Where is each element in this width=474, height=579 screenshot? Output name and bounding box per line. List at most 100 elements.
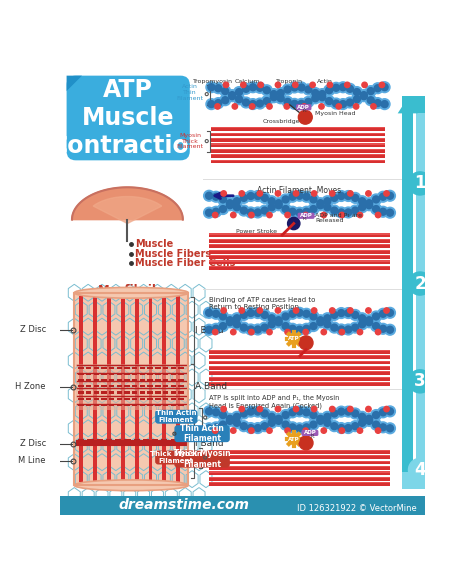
Bar xyxy=(147,404,153,406)
Text: A Band: A Band xyxy=(195,382,228,391)
Bar xyxy=(209,461,390,462)
Bar xyxy=(140,404,145,406)
Circle shape xyxy=(336,207,346,218)
Circle shape xyxy=(329,406,335,412)
Bar xyxy=(209,377,390,378)
Bar xyxy=(209,466,390,470)
Bar xyxy=(209,382,390,386)
Bar xyxy=(209,250,390,254)
Circle shape xyxy=(347,308,353,313)
Circle shape xyxy=(333,85,339,91)
Circle shape xyxy=(301,309,312,319)
Circle shape xyxy=(347,406,353,412)
Circle shape xyxy=(273,200,284,211)
Bar xyxy=(171,379,176,382)
Bar xyxy=(76,364,187,410)
Circle shape xyxy=(303,208,310,215)
Circle shape xyxy=(357,313,367,324)
Circle shape xyxy=(339,84,346,91)
Circle shape xyxy=(234,87,245,97)
Circle shape xyxy=(275,308,281,313)
Circle shape xyxy=(254,193,261,200)
Circle shape xyxy=(231,202,242,212)
Circle shape xyxy=(384,308,389,313)
Circle shape xyxy=(208,101,215,108)
Bar xyxy=(155,367,161,369)
Circle shape xyxy=(299,336,313,350)
Circle shape xyxy=(275,415,282,422)
Circle shape xyxy=(220,86,231,97)
Bar xyxy=(140,379,145,382)
Circle shape xyxy=(367,87,374,94)
Circle shape xyxy=(308,204,319,214)
Circle shape xyxy=(310,323,317,329)
Bar xyxy=(121,296,125,482)
Circle shape xyxy=(322,319,333,329)
Circle shape xyxy=(240,410,247,417)
Circle shape xyxy=(210,191,221,202)
Bar xyxy=(86,391,91,394)
Circle shape xyxy=(379,82,384,87)
Circle shape xyxy=(212,208,219,215)
Circle shape xyxy=(208,84,215,91)
Circle shape xyxy=(365,200,373,207)
Circle shape xyxy=(228,91,236,98)
Circle shape xyxy=(285,329,290,335)
Circle shape xyxy=(247,209,254,216)
Circle shape xyxy=(409,172,431,195)
Circle shape xyxy=(303,84,314,95)
Circle shape xyxy=(364,317,374,328)
Circle shape xyxy=(371,311,382,322)
Circle shape xyxy=(218,204,228,214)
Circle shape xyxy=(338,193,345,200)
Circle shape xyxy=(225,416,235,426)
Circle shape xyxy=(339,428,345,433)
Bar xyxy=(135,296,138,482)
Bar xyxy=(117,398,122,400)
Circle shape xyxy=(289,409,296,416)
Circle shape xyxy=(261,410,268,417)
Circle shape xyxy=(275,82,281,87)
Circle shape xyxy=(381,84,388,91)
Circle shape xyxy=(289,424,296,431)
Circle shape xyxy=(319,104,324,109)
Circle shape xyxy=(206,209,212,216)
Circle shape xyxy=(326,87,333,94)
Circle shape xyxy=(266,417,277,428)
Text: Z Disc: Z Disc xyxy=(19,325,46,334)
Bar xyxy=(171,404,176,406)
Bar xyxy=(132,398,137,400)
Text: Z Disc: Z Disc xyxy=(19,439,46,448)
Text: Actin: Actin xyxy=(317,79,332,85)
Circle shape xyxy=(365,95,376,105)
Circle shape xyxy=(329,192,340,203)
Circle shape xyxy=(296,192,303,199)
Circle shape xyxy=(288,434,299,445)
Circle shape xyxy=(288,334,299,345)
Bar xyxy=(211,144,384,147)
Circle shape xyxy=(371,409,382,420)
Circle shape xyxy=(305,86,312,93)
Circle shape xyxy=(219,412,227,419)
Circle shape xyxy=(247,98,258,109)
Circle shape xyxy=(257,406,263,412)
Circle shape xyxy=(287,324,298,334)
Bar xyxy=(178,367,183,369)
Circle shape xyxy=(331,312,338,318)
Circle shape xyxy=(336,423,346,434)
Circle shape xyxy=(227,202,233,208)
Circle shape xyxy=(365,319,373,326)
Circle shape xyxy=(236,89,243,96)
Bar xyxy=(209,482,390,483)
Circle shape xyxy=(321,329,327,335)
Bar xyxy=(132,373,137,375)
Bar xyxy=(163,367,168,369)
Circle shape xyxy=(273,315,284,325)
Circle shape xyxy=(354,96,360,102)
Circle shape xyxy=(409,459,431,481)
Circle shape xyxy=(331,207,338,214)
Text: ADP: ADP xyxy=(300,213,312,218)
Circle shape xyxy=(380,208,386,215)
Circle shape xyxy=(386,425,393,432)
Circle shape xyxy=(294,307,305,318)
